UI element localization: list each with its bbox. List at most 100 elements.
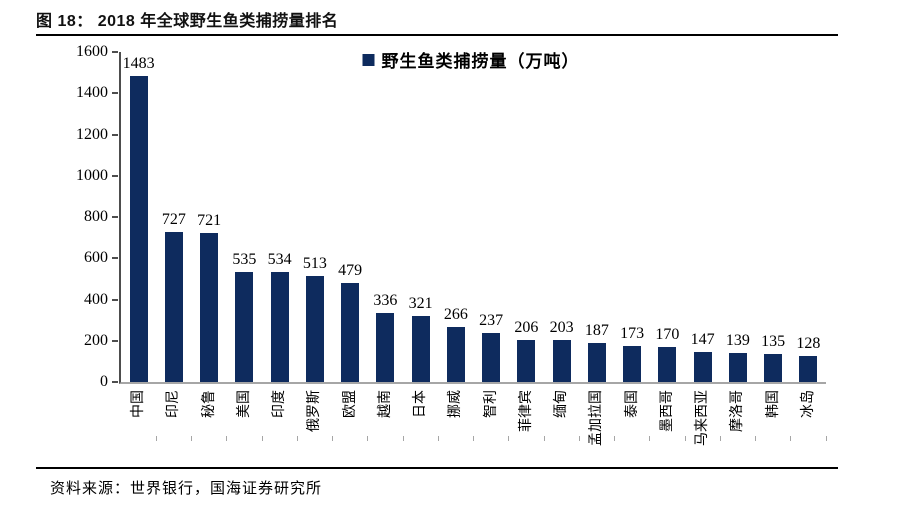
- y-axis-label: 0: [100, 373, 108, 390]
- y-axis-label: 600: [84, 249, 108, 267]
- x-axis-tick: [367, 436, 369, 441]
- x-axis-label: 韩国: [765, 390, 781, 418]
- y-axis-tick: [112, 51, 118, 53]
- x-axis-label: 智利: [483, 390, 499, 418]
- bar: [517, 339, 536, 382]
- y-axis-label: 200: [84, 331, 108, 349]
- x-axis-tick: [508, 436, 510, 441]
- x-axis-label: 日本: [413, 390, 429, 418]
- y-axis-tick: [112, 174, 118, 177]
- x-axis-label: 菲律宾: [518, 390, 534, 432]
- bar: [129, 76, 148, 382]
- x-axis-tick: [402, 436, 404, 441]
- x-axis-tick: [437, 436, 439, 441]
- x-axis-label: 墨西哥: [659, 390, 675, 432]
- plot-area: 1483 中国 727 印尼 721 秘鲁 535 美国 534 印度 513 俄罗斯 479 欧盟 336…: [119, 52, 827, 446]
- y-axis-label: 400: [84, 290, 108, 308]
- x-axis-label: 挪威: [448, 390, 464, 418]
- bar-slot: 170 墨西哥: [650, 52, 686, 441]
- x-axis-tick: [684, 436, 686, 441]
- bar-slot: 321 日本: [403, 52, 439, 441]
- x-axis-label: 中国: [131, 390, 147, 418]
- bar: [623, 346, 642, 382]
- bar: [200, 233, 219, 382]
- bar-slot: 727 印尼: [156, 52, 192, 441]
- bar-value-label: 135: [761, 333, 786, 351]
- x-axis-tick: [649, 436, 651, 441]
- chart-legend: 野生鱼类捕捞量（万吨）: [362, 47, 580, 72]
- bar-slot: 206 菲律宾: [509, 52, 545, 441]
- x-axis-tick: [155, 436, 157, 441]
- y-axis-label: 1000: [76, 166, 108, 184]
- bar: [587, 343, 606, 382]
- bar-value-label: 128: [796, 334, 821, 352]
- bar: [235, 271, 254, 382]
- bar: [411, 315, 430, 382]
- bar-value-label: 203: [549, 319, 574, 337]
- x-axis-label: 印度: [272, 390, 288, 418]
- x-axis-label: 冰岛: [800, 390, 816, 418]
- x-axis-label: 秘鲁: [201, 390, 217, 418]
- bar-slot: 128 冰岛: [791, 52, 827, 441]
- bar-value-label: 534: [267, 250, 292, 268]
- x-axis-label: 摩洛哥: [730, 390, 746, 432]
- x-axis-tick: [226, 436, 228, 441]
- bar-slot: 237 智利: [474, 52, 510, 441]
- bar-value-label: 727: [161, 211, 186, 229]
- bar-slot: 479 欧盟: [333, 52, 369, 441]
- bar-slot: 1483 中国: [121, 52, 157, 441]
- bar-value-label: 336: [373, 291, 398, 309]
- bar: [482, 333, 501, 382]
- y-axis-label: 1400: [76, 84, 108, 102]
- bar-slot: 721 秘鲁: [192, 52, 228, 441]
- bar: [693, 351, 712, 382]
- y-axis-label: 1200: [76, 125, 108, 143]
- x-axis-label: 欧盟: [342, 390, 358, 418]
- bar-slot: 535 美国: [227, 52, 263, 441]
- bar-value-label: 170: [655, 325, 680, 343]
- x-axis-label: 泰国: [624, 390, 640, 418]
- bar-slot: 203 缅甸: [544, 52, 580, 441]
- bar-value-label: 721: [197, 212, 222, 230]
- x-axis-label: 美国: [236, 390, 252, 418]
- x-axis-tick: [825, 436, 827, 441]
- bar: [341, 283, 360, 382]
- y-axis-label: 800: [84, 208, 108, 225]
- x-axis-label: 孟加拉国: [589, 390, 605, 446]
- bar-value-label: 1483: [122, 55, 155, 73]
- legend-label: 野生鱼类捕捞量（万吨）: [381, 52, 580, 71]
- bar-value-label: 139: [725, 332, 750, 350]
- bar: [376, 312, 395, 382]
- bar-slot: 336 越南: [368, 52, 404, 441]
- y-axis-tick: [112, 381, 118, 383]
- bar-value-label: 206: [514, 318, 539, 336]
- bar: [552, 340, 571, 382]
- legend-square-icon: [362, 53, 375, 66]
- bar-value-label: 187: [584, 322, 609, 340]
- bar: [764, 354, 783, 382]
- x-axis-label: 缅甸: [554, 390, 570, 418]
- title-divider: [36, 34, 838, 36]
- bar-slot: 173 泰国: [615, 52, 651, 441]
- bar-value-label: 535: [232, 250, 257, 268]
- y-axis-tick: [112, 133, 118, 136]
- x-axis-tick: [332, 436, 333, 441]
- bar-value-label: 147: [690, 330, 715, 348]
- bar: [728, 353, 747, 382]
- y-axis-tick: [112, 257, 118, 260]
- bar: [799, 355, 818, 382]
- bar-slot: 139 摩洛哥: [720, 52, 756, 441]
- bar-slot: 135 韩国: [756, 52, 792, 441]
- bar-slot: 534 印度: [262, 52, 298, 441]
- x-axis-tick: [578, 436, 580, 441]
- bar: [270, 271, 289, 382]
- y-axis-tick: [112, 216, 118, 218]
- x-axis-tick: [790, 436, 792, 441]
- bar-value-label: 237: [479, 312, 504, 330]
- bar-value-label: 173: [620, 325, 645, 343]
- y-axis-tick: [112, 298, 118, 301]
- bar: [658, 346, 677, 382]
- x-axis-tick: [755, 436, 756, 441]
- x-axis-label: 越南: [377, 390, 393, 418]
